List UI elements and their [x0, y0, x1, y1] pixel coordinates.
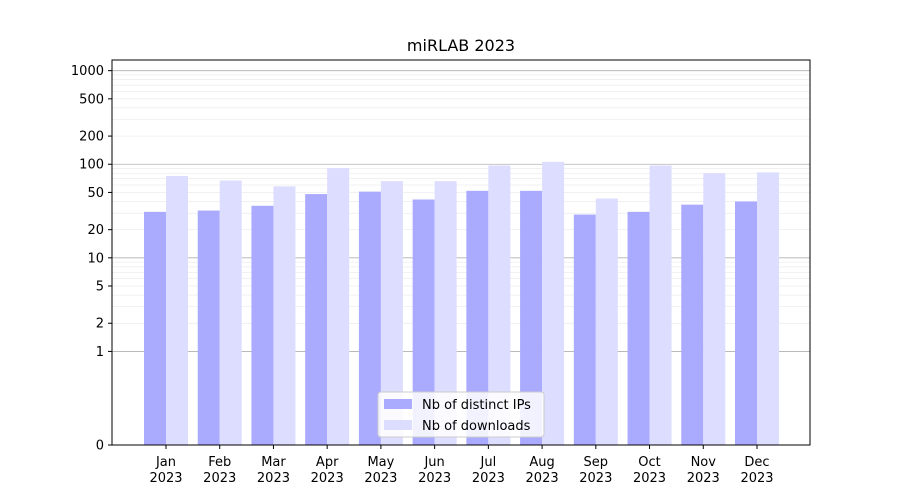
y-tick-label: 1	[96, 345, 104, 360]
y-tick-label: 20	[87, 223, 104, 238]
x-tick-label: May 2023	[364, 455, 397, 486]
bar-distinct-ips	[466, 190, 489, 445]
legend-box	[377, 391, 545, 438]
legend-swatch	[384, 420, 412, 430]
bar-downloads	[649, 165, 672, 446]
plot-frame	[111, 59, 811, 446]
y-tick-label: 10	[87, 251, 104, 266]
bar-distinct-ips	[251, 205, 274, 445]
x-tick-label: Dec 2023	[740, 455, 773, 486]
y-tick-label: 1000	[71, 64, 104, 79]
bar-distinct-ips	[305, 194, 328, 445]
bar-downloads	[542, 161, 565, 445]
y-tick-label: 5	[96, 280, 104, 295]
bar-downloads	[703, 173, 726, 445]
bar-downloads	[488, 165, 511, 446]
y-tick-label: 500	[79, 92, 104, 107]
bar-distinct-ips	[520, 190, 543, 445]
bar-distinct-ips	[573, 214, 596, 445]
bar-distinct-ips	[627, 211, 650, 445]
bars	[144, 161, 779, 446]
x-tick-label: Jul 2023	[472, 455, 505, 486]
x-tick-label: Jun 2023	[418, 455, 451, 486]
legend-swatch	[384, 399, 412, 409]
bar-distinct-ips	[358, 191, 381, 445]
x-tick-label: Aug 2023	[526, 455, 559, 486]
legend: Nb of distinct IPs Nb of downloads	[377, 391, 545, 438]
legend-label: Nb of distinct IPs	[422, 398, 531, 413]
y-tick-label: 2	[96, 317, 104, 332]
bar-downloads	[434, 181, 457, 445]
legend-label: Nb of downloads	[422, 419, 531, 434]
y-tick-label: 0	[96, 439, 104, 454]
y-tick-label: 50	[87, 186, 104, 201]
bar-downloads	[595, 198, 618, 445]
bar-downloads	[219, 180, 242, 446]
y-tick-label: 100	[79, 158, 104, 173]
chart-title: miRLAB 2023	[407, 36, 515, 55]
bar-distinct-ips	[681, 204, 704, 445]
x-tick-label: Nov 2023	[687, 455, 720, 486]
bar-distinct-ips	[144, 211, 166, 445]
x-tick-label: Apr 2023	[311, 455, 344, 486]
bar-downloads	[380, 181, 403, 445]
axes: 0 1 2 5 10 20 50 100 200 500 1000 Jan 2023 Feb 2023 Mar…	[71, 59, 811, 486]
bar-downloads	[327, 168, 350, 445]
bar-downloads	[166, 175, 188, 445]
x-tick-label: Mar 2023	[257, 455, 290, 486]
bar-distinct-ips	[412, 199, 435, 445]
bar-downloads	[273, 186, 296, 445]
bar-downloads	[757, 172, 779, 446]
x-tick-label: Feb 2023	[203, 455, 236, 486]
x-tick-label: Oct 2023	[633, 455, 666, 486]
x-tick-label: Jan 2023	[149, 455, 182, 486]
bar-distinct-ips	[197, 210, 220, 445]
bar-distinct-ips	[735, 201, 757, 445]
x-tick-label: Sep 2023	[579, 455, 612, 486]
y-tick-label: 200	[79, 130, 104, 145]
